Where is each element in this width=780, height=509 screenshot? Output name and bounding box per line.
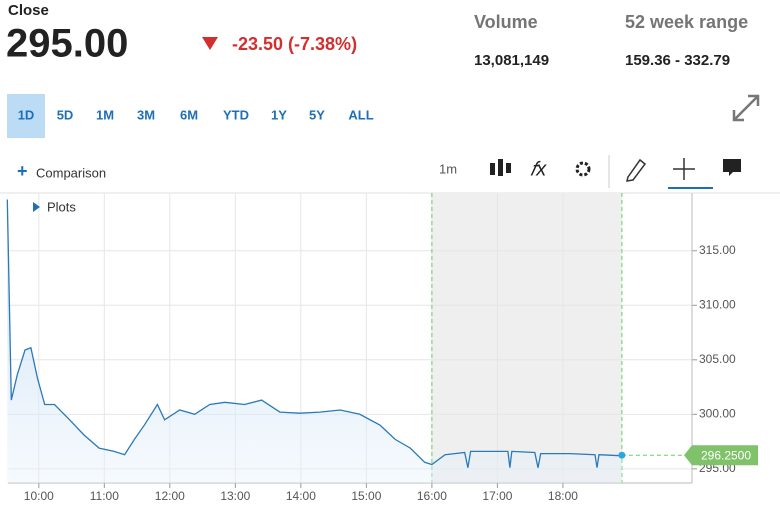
range-tab[interactable]: 6M [180, 107, 198, 122]
price-line [6, 199, 623, 468]
y-tick-label: 310.00 [699, 297, 736, 311]
stat-label: Volume [474, 12, 538, 32]
after-hours-region [431, 193, 622, 483]
x-tick-label: 17:00 [482, 489, 512, 503]
stat-label: 52 week range [625, 12, 748, 32]
plots-button[interactable]: Plots [47, 199, 76, 214]
down-arrow [202, 37, 218, 50]
y-tick-label: 300.00 [699, 406, 736, 420]
range-tab[interactable]: ALL [348, 107, 373, 122]
expand-icon[interactable] [732, 94, 760, 122]
x-tick-label: 10:00 [24, 489, 54, 503]
x-tick-label: 15:00 [351, 489, 381, 503]
range-tab[interactable]: 1M [96, 107, 114, 122]
last-price-box [684, 445, 758, 466]
price-change: -23.50 (-7.38%) [232, 34, 357, 54]
selected-tab-bg [7, 94, 45, 138]
x-tick-label: 16:00 [417, 489, 447, 503]
last-price-label: 296.2500 [701, 448, 751, 462]
range-tab[interactable]: 3M [137, 107, 155, 122]
notes-icon[interactable] [723, 159, 741, 176]
plus-icon[interactable]: + [17, 161, 28, 181]
crosshair-icon[interactable] [673, 158, 695, 180]
x-tick-label: 14:00 [286, 489, 316, 503]
stat-value: 13,081,149 [474, 52, 549, 69]
x-tick-label: 12:00 [155, 489, 185, 503]
x-tick-label: 13:00 [220, 489, 250, 503]
close-label: Close [8, 2, 49, 19]
stat-value: 159.36 - 332.79 [625, 52, 730, 69]
x-tick-label: 11:00 [90, 489, 119, 503]
draw-icon[interactable] [625, 158, 647, 182]
y-tick-label: 305.00 [699, 352, 736, 366]
x-tick-label: 18:00 [548, 489, 578, 503]
range-tab[interactable]: YTD [223, 107, 249, 122]
function-icon[interactable]: 𝑓x [530, 158, 547, 180]
settings-icon[interactable] [575, 161, 591, 177]
comparison-button[interactable]: Comparison [36, 165, 106, 180]
range-tab[interactable]: 1D [18, 107, 35, 122]
range-tabs: 1D 5D 1M 3M 6M YTD 1Y 5Y ALL [18, 107, 374, 122]
y-tick-label: 315.00 [699, 243, 736, 257]
plots-arrow[interactable] [33, 202, 40, 212]
range-tab[interactable]: 5D [57, 107, 74, 122]
last-price-dot [618, 451, 626, 459]
crosshair-active [668, 187, 713, 189]
range-tab[interactable]: 5Y [309, 107, 325, 122]
candle-icon[interactable] [490, 159, 511, 176]
interval-button[interactable]: 1m [439, 161, 457, 176]
range-tab[interactable]: 1Y [271, 107, 287, 122]
close-price: 295.00 [6, 22, 128, 66]
